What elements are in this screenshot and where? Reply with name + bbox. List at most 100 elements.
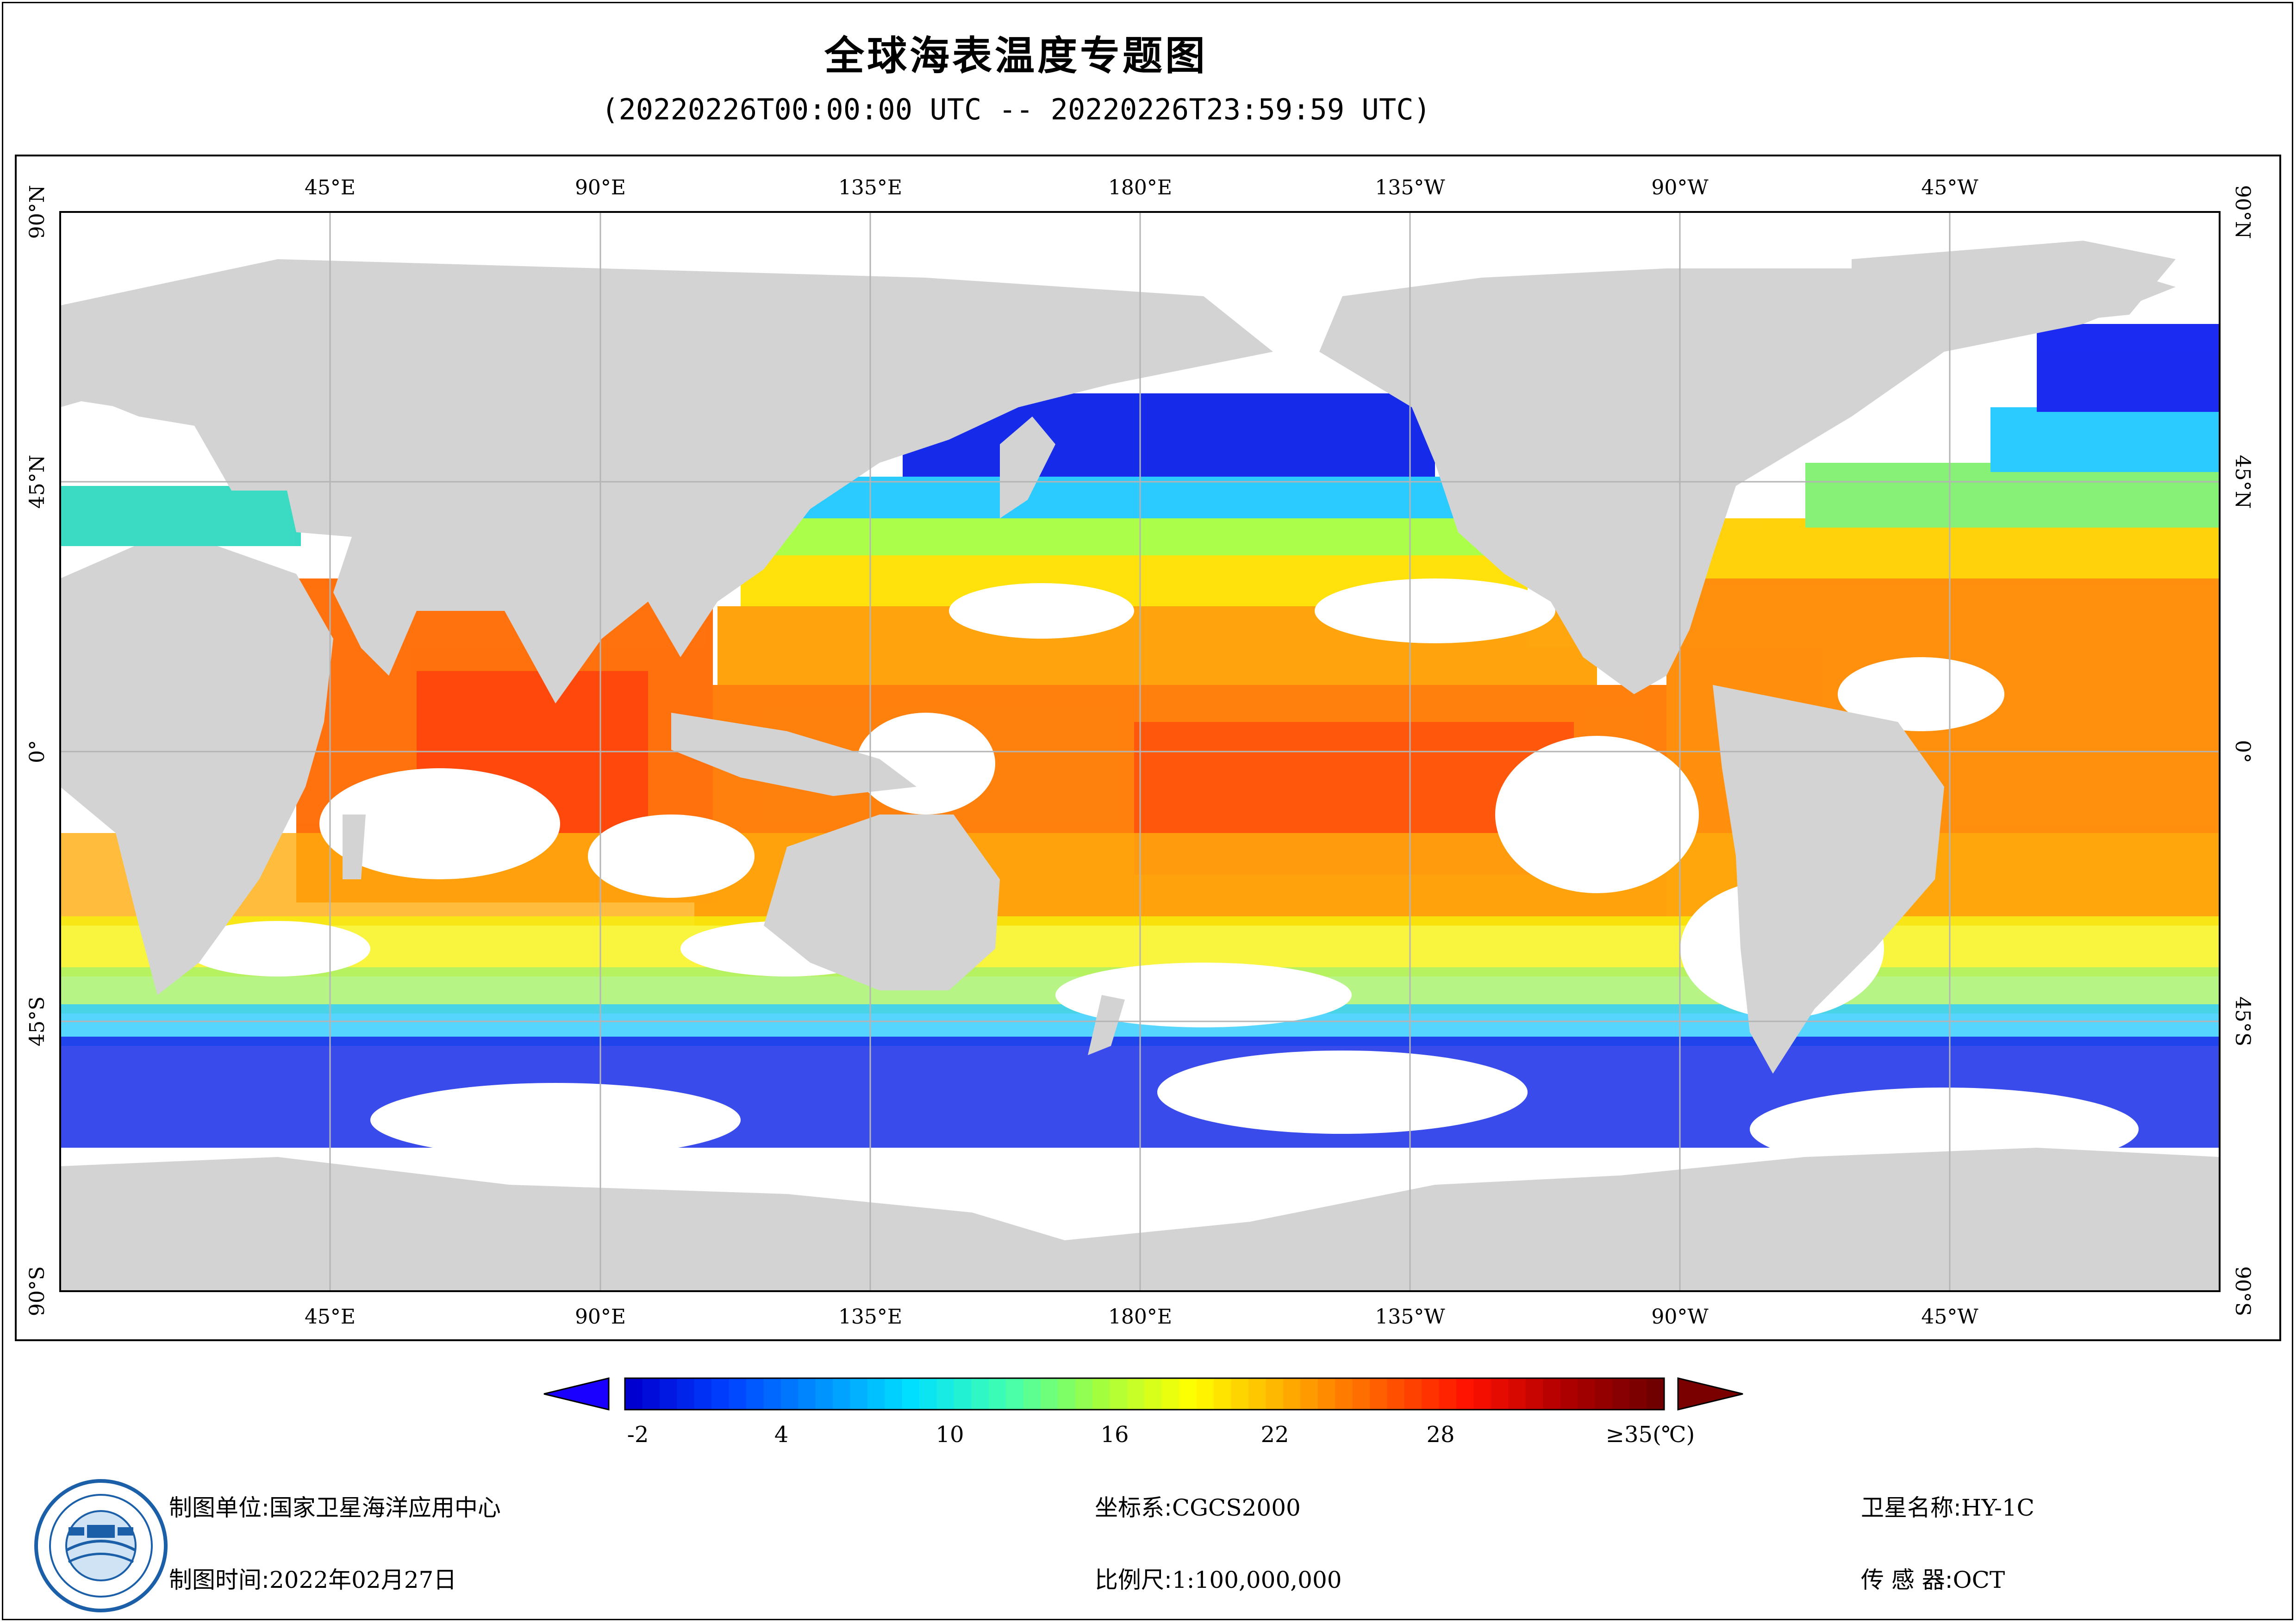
land-scandinavia (60, 342, 208, 407)
lon-label-top: 180°E (1108, 176, 1172, 199)
colorbar-cell (1231, 1378, 1249, 1410)
colorbar-cell (1456, 1378, 1474, 1410)
sst-band-atlantic-green (1805, 463, 2220, 528)
land-africa (60, 546, 333, 995)
colorbar-cell (971, 1378, 989, 1410)
colorbar-cell (1525, 1378, 1543, 1410)
colorbar-cell (1577, 1378, 1595, 1410)
land-greenland (1852, 241, 2176, 324)
colorbar-cell (1058, 1378, 1076, 1410)
colorbar-cell (694, 1378, 712, 1410)
colorbar-label: 4 (774, 1422, 789, 1448)
mapping-unit: 制图单位:国家卫星海洋应用中心 (169, 1494, 501, 1521)
map-border (59, 211, 2221, 1292)
lat-label-left: 90°S (25, 1266, 49, 1316)
colorbar-cell (1595, 1378, 1613, 1410)
colorbar-cell (1006, 1378, 1024, 1410)
lat-label-left: 45°N (25, 455, 49, 509)
colorbar-cell (1473, 1378, 1491, 1410)
lat-label-right: 90°S (2231, 1266, 2254, 1316)
colorbar-cell (833, 1378, 851, 1410)
lon-label-bottom: 135°W (1375, 1305, 1445, 1329)
colorbar-cell (1404, 1378, 1422, 1410)
colorbar-label: -2 (627, 1422, 649, 1448)
land-indonesia (671, 713, 917, 796)
colorbar-cell (1110, 1378, 1128, 1410)
lon-label-top: 90°E (575, 176, 626, 199)
land-madagascar (343, 815, 366, 879)
colorbar-cell (936, 1378, 955, 1410)
satellite-name: 卫星名称:HY-1C (1861, 1494, 2034, 1521)
colorbar-cell (1560, 1378, 1578, 1410)
colorbar-cell (1629, 1378, 1647, 1410)
colorbar-cell (1317, 1378, 1335, 1410)
colorbar-label: ≥35(℃) (1605, 1422, 1695, 1448)
colorbar-cell (1422, 1378, 1440, 1410)
page-title: 全球海表温度专题图 (824, 33, 1208, 79)
lon-label-bottom: 135°E (838, 1305, 902, 1329)
colorbar-cell (1300, 1378, 1318, 1410)
lon-label-bottom: 45°E (305, 1305, 356, 1329)
colorbar-cell (1179, 1378, 1197, 1410)
colorbar-cell (1491, 1378, 1509, 1410)
colorbar-cell (1283, 1378, 1301, 1410)
lon-label-top: 135°W (1375, 176, 1445, 199)
colorbar-cell (677, 1378, 695, 1410)
colorbar-cell (1161, 1378, 1179, 1410)
sst-band-med (60, 486, 301, 546)
land-south-america (1713, 685, 1944, 1074)
colorbar-cell (1144, 1378, 1162, 1410)
land-australia (764, 815, 1000, 990)
colorbar-cell (1041, 1378, 1059, 1410)
lon-label-top: 135°E (838, 176, 902, 199)
colorbar-cell (1266, 1378, 1284, 1410)
land-india (333, 537, 417, 676)
colorbar-cell (902, 1378, 920, 1410)
colorbar-cell (729, 1378, 747, 1410)
colorbar-cell (1335, 1378, 1353, 1410)
nsoas-logo (34, 1479, 168, 1612)
colorbar-label: 16 (1100, 1422, 1129, 1448)
colorbar-label: 28 (1426, 1422, 1455, 1448)
latitude-labels-right: 90°N 45°N 0° 45°S 90°S (2231, 185, 2254, 1316)
lon-label-top: 45°W (1921, 176, 1978, 199)
colorbar-cell (1214, 1378, 1232, 1410)
colorbar-cell (763, 1378, 781, 1410)
coordinate-system: 坐标系:CGCS2000 (1095, 1494, 1301, 1521)
lon-label-bottom: 45°W (1921, 1305, 1978, 1329)
colorbar-cell (815, 1378, 833, 1410)
colorbar-cell (642, 1378, 660, 1410)
colorbar-label: 10 (936, 1422, 964, 1448)
lat-label-right: 0° (2231, 740, 2254, 763)
colorbar-cell (1647, 1378, 1665, 1410)
colorbar-border (624, 1377, 1665, 1411)
colorbar-cell (1387, 1378, 1405, 1410)
sst-band-atlantic-north-cold (2037, 324, 2220, 412)
colorbar-cell (1248, 1378, 1267, 1410)
colorbar-cell (1023, 1378, 1041, 1410)
lon-label-top: 45°E (305, 176, 356, 199)
colorbar-max-arrow (1677, 1377, 1743, 1411)
colorbar-cell (798, 1378, 816, 1410)
sensor-name: 传 感 器:OCT (1861, 1567, 2005, 1593)
map-frame (15, 155, 2281, 1341)
graticule (60, 212, 2220, 1291)
lat-label-left: 90°N (25, 185, 49, 239)
lon-label-bottom: 180°E (1108, 1305, 1172, 1329)
lat-label-left: 45°S (25, 996, 49, 1046)
colorbar-cell (1352, 1378, 1370, 1410)
colorbar-cell (1612, 1378, 1630, 1410)
land-new-zealand (1088, 995, 1125, 1055)
lon-label-bottom: 90°E (575, 1305, 626, 1329)
colorbar (543, 1377, 1743, 1411)
mapping-time: 制图时间:2022年02月27日 (169, 1567, 457, 1593)
colorbar-cell (780, 1378, 799, 1410)
map-scale: 比例尺:1:100,000,000 (1095, 1567, 1342, 1593)
colorbar-cell (659, 1378, 677, 1410)
sst-band-atlantic-cyan (1990, 407, 2220, 472)
colorbar-cell (885, 1378, 903, 1410)
land-japan (1000, 417, 1055, 518)
lat-label-right: 90°N (2231, 185, 2254, 239)
